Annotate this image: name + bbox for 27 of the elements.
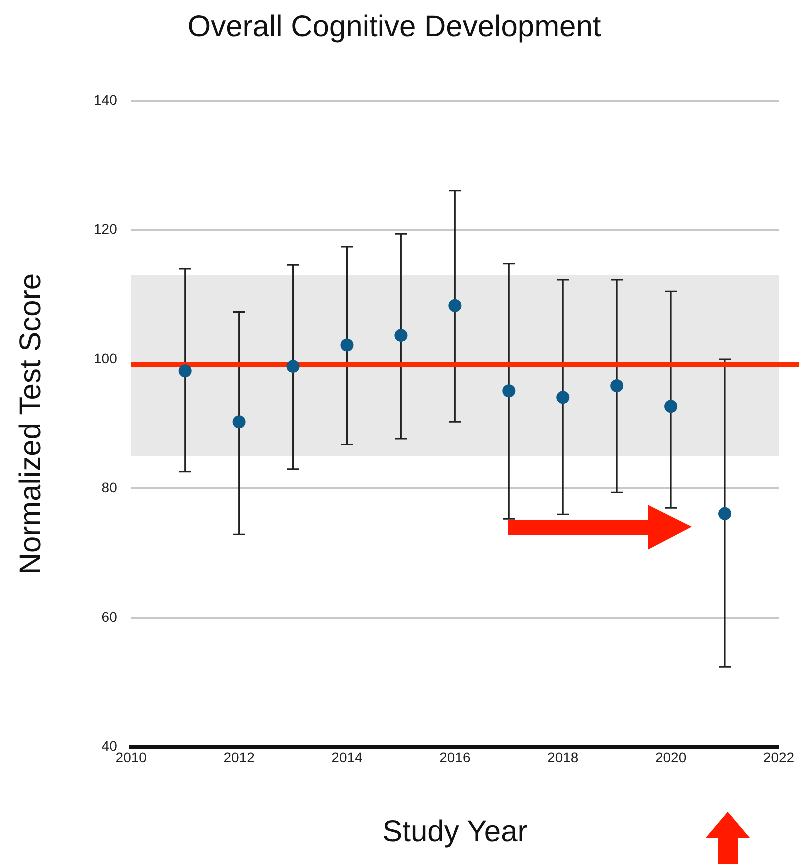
x-tick-label: 2018	[548, 749, 579, 766]
y-tick-label: 120	[94, 221, 118, 238]
x-axis-title: Study Year	[382, 815, 528, 848]
y-tick-label: 80	[102, 480, 118, 496]
x-tick-label: 2022	[763, 749, 795, 766]
point	[556, 391, 570, 404]
x-tick-label: 2012	[224, 749, 256, 766]
y-tick-label: 60	[102, 608, 118, 625]
y-tick-label: 100	[94, 350, 118, 366]
x-tick-label: 2014	[332, 749, 364, 766]
y-axis-title: Normalized Test Score	[14, 273, 48, 575]
point	[502, 384, 516, 398]
x-tick-label: 2016	[440, 749, 471, 766]
point	[610, 379, 624, 392]
point	[448, 299, 462, 312]
point	[178, 364, 192, 378]
x-tick-label: 2010	[116, 749, 148, 766]
point	[340, 338, 354, 352]
x-tick-label: 2020	[655, 749, 687, 766]
point	[718, 507, 732, 520]
y-tick-label: 40	[102, 738, 118, 754]
point	[394, 329, 408, 342]
point	[664, 400, 678, 414]
point	[286, 360, 300, 374]
y-tick-label: 140	[94, 92, 118, 108]
chart-title: Overall Cognitive Development	[188, 10, 602, 44]
point	[232, 416, 246, 429]
